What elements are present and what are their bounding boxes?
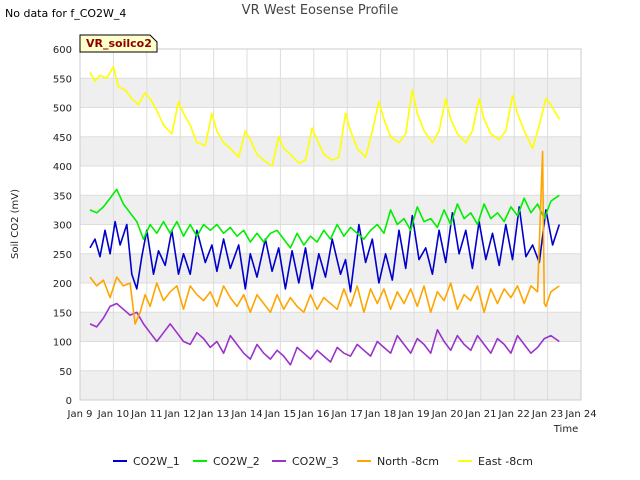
x-tick-label: Jan 17 [331,409,363,420]
x-axis-label: Time [553,424,578,435]
y-tick-label: 550 [53,74,72,85]
y-tick-label: 250 [53,250,72,261]
y-tick-label: 350 [53,191,72,202]
y-tick-label: 200 [53,279,72,290]
series-line-east-8cm [89,65,560,167]
site-label-box: VR_soilco2 [79,34,158,53]
plot-band [80,195,581,225]
legend-label: North -8cm [377,455,439,468]
legend-label: CO2W_3 [292,455,339,468]
y-tick-label: 300 [53,221,72,232]
x-tick-label: Jan 12 [164,409,196,420]
site-label-background [79,34,158,53]
plot-bands [80,78,581,400]
x-tick-label: Jan 11 [130,409,162,420]
site-label: VR_soilco2 [86,37,152,50]
y-axis-label: Soil CO2 (mV) [10,189,21,259]
x-tick-label: Jan 18 [364,409,396,420]
series-lines [89,65,561,366]
y-tick-label: 500 [53,104,72,115]
series-line-co2w-2 [89,188,560,249]
y-tick-label: 100 [53,338,72,349]
no-data-note: No data for f_CO2W_4 [5,7,127,20]
legend-label: CO2W_1 [133,455,180,468]
y-tick-label: 600 [53,45,72,56]
series-line-co2w-1 [89,206,561,293]
x-tick-label: Jan 23 [531,409,563,420]
x-tick-label: Jan 24 [564,409,596,420]
y-tick-label: 50 [59,367,72,378]
y-tick-label: 0 [66,396,72,407]
y-tick-label: 150 [53,308,72,319]
x-tick-label: Jan 14 [230,409,262,420]
x-tick-label: Jan 16 [297,409,329,420]
legend-label: East -8cm [478,455,533,468]
legend: CO2W_1 CO2W_2 CO2W_3 North -8cm East -8cm [113,455,533,468]
chart-title: VR West Eosense Profile [241,3,399,18]
legend-label: CO2W_2 [213,455,260,468]
series-line-co2w-3 [89,302,560,366]
x-axis-ticks: Jan 9 Jan 10 Jan 11 Jan 12 Jan 13 Jan 14 Jan 1… [67,409,597,420]
y-tick-label: 450 [53,133,72,144]
x-tick-label: Jan 22 [498,409,530,420]
x-tick-label: Jan 21 [464,409,496,420]
plot-frame [79,48,582,401]
x-tick-label: Jan 20 [431,409,463,420]
plot-band [80,78,581,108]
series-line-north-8cm [89,150,560,325]
y-tick-label: 400 [53,162,72,173]
x-tick-label: Jan 10 [97,409,129,420]
plot-band [80,136,581,166]
x-tick-label: Jan 13 [197,409,229,420]
x-tick-label: Jan 9 [67,409,93,420]
x-tick-label: Jan 15 [264,409,296,420]
y-axis-ticks: 0 50 100 150 200 250 300 350 400 450 500 550 600 [53,45,72,407]
plot-band [80,370,581,400]
plot-band [80,312,581,342]
x-tick-label: Jan 19 [397,409,429,420]
